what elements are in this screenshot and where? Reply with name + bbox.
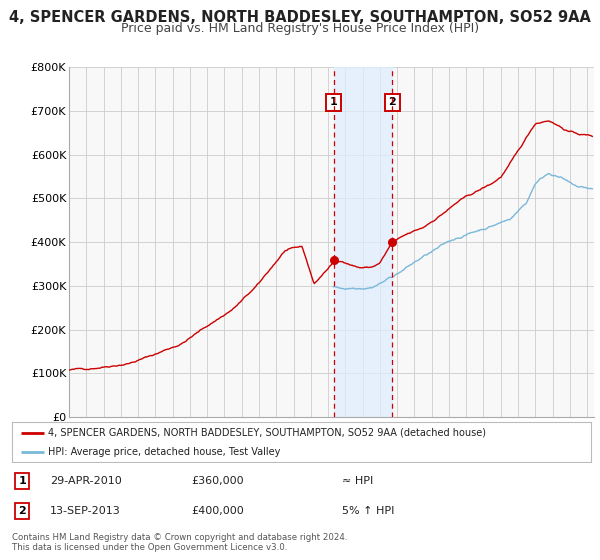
Text: 2: 2	[388, 97, 396, 107]
Text: 29-APR-2010: 29-APR-2010	[50, 476, 121, 486]
Text: Price paid vs. HM Land Registry's House Price Index (HPI): Price paid vs. HM Land Registry's House …	[121, 22, 479, 35]
Text: This data is licensed under the Open Government Licence v3.0.: This data is licensed under the Open Gov…	[12, 543, 287, 552]
Text: 2: 2	[19, 506, 26, 516]
Bar	[334, 67, 392, 417]
Text: £400,000: £400,000	[191, 506, 244, 516]
Text: 1: 1	[330, 97, 338, 107]
Text: ≈ HPI: ≈ HPI	[342, 476, 373, 486]
Text: £360,000: £360,000	[191, 476, 244, 486]
Text: 4, SPENCER GARDENS, NORTH BADDESLEY, SOUTHAMPTON, SO52 9AA (detached house): 4, SPENCER GARDENS, NORTH BADDESLEY, SOU…	[48, 428, 486, 437]
Text: 4, SPENCER GARDENS, NORTH BADDESLEY, SOUTHAMPTON, SO52 9AA: 4, SPENCER GARDENS, NORTH BADDESLEY, SOU…	[9, 10, 591, 25]
Text: 1: 1	[19, 476, 26, 486]
Text: HPI: Average price, detached house, Test Valley: HPI: Average price, detached house, Test…	[48, 447, 280, 457]
Text: 5% ↑ HPI: 5% ↑ HPI	[342, 506, 394, 516]
Text: Contains HM Land Registry data © Crown copyright and database right 2024.: Contains HM Land Registry data © Crown c…	[12, 533, 347, 542]
Text: 13-SEP-2013: 13-SEP-2013	[50, 506, 121, 516]
